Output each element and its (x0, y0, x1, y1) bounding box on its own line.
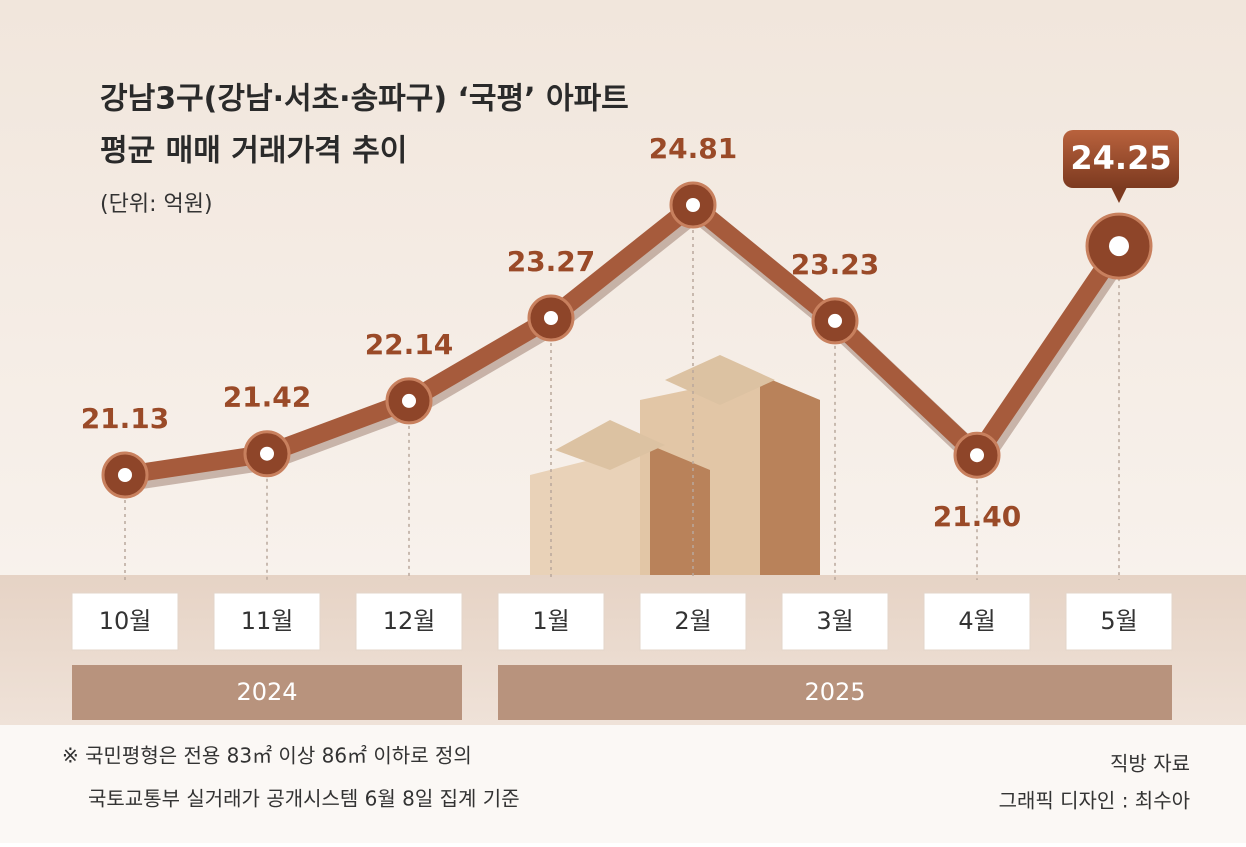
marker-center (828, 313, 842, 328)
data-label: 21.42 (223, 381, 312, 414)
marker-center (970, 448, 984, 463)
marker-center (260, 446, 274, 461)
line (123, 196, 1127, 484)
marker-center (544, 310, 558, 325)
credit: 그래픽 디자인 : 최수아 (999, 789, 1190, 813)
marker-center (118, 468, 132, 482)
data-label: 22.14 (365, 328, 454, 361)
x-tick-label: 5월 (1100, 607, 1137, 635)
data-label: 24.81 (649, 132, 738, 165)
year-bar (498, 665, 1172, 720)
data-label: 23.23 (791, 248, 880, 281)
year-label: 2024 (236, 678, 297, 706)
category-box (781, 592, 889, 651)
year-bar (72, 665, 462, 720)
category-box (639, 592, 747, 651)
callout-tip (1111, 187, 1127, 203)
chart-subtitle: (단위: 억원) (100, 192, 213, 217)
note: ※ 국민평형은 전용 83㎡ 이상 86㎡ 이하로 정의 (62, 744, 472, 768)
x-tick-label: 10월 (99, 607, 152, 635)
category-box (497, 592, 605, 651)
category-box (355, 592, 463, 651)
category-box (71, 592, 179, 651)
footer-bg (0, 725, 1246, 843)
year-label: 2025 (804, 678, 865, 706)
source: 직방 자료 (1110, 752, 1190, 776)
data-label: 21.13 (81, 402, 170, 435)
x-tick-label: 3월 (816, 607, 853, 635)
x-tick-label: 2월 (674, 607, 711, 635)
data-label: 21.40 (933, 500, 1022, 533)
marker-center (686, 198, 700, 212)
x-tick-label: 4월 (958, 607, 995, 635)
callout (1063, 130, 1179, 188)
marker-center (402, 393, 416, 408)
x-tick-label: 1월 (532, 607, 569, 635)
category-box (923, 592, 1031, 651)
chart-title: 평균 매매 거래가격 추이 (100, 134, 407, 169)
data-label: 23.27 (507, 245, 596, 278)
category-box (213, 592, 321, 651)
marker-center (1109, 236, 1129, 257)
chart-title: 강남3구(강남·서초·송파구) ‘국평’ 아파트 (100, 82, 629, 117)
x-tick-label: 11월 (241, 607, 294, 635)
data-label: 24.25 (1070, 139, 1171, 177)
category-box (1065, 592, 1173, 651)
x-tick-label: 12월 (383, 607, 436, 635)
note: 국토교통부 실거래가 공개시스템 6월 8일 집계 기준 (88, 787, 520, 811)
building-illustration (530, 355, 820, 575)
